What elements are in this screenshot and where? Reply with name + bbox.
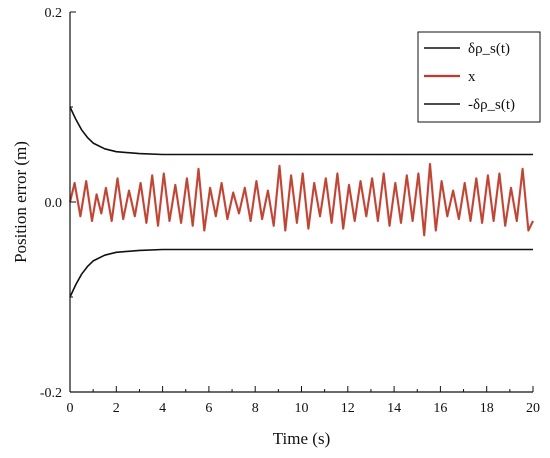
x-axis-title: Time (s) (273, 429, 330, 448)
x-tick-label-1: 2 (113, 401, 120, 416)
y-tick-label-1: 0.0 (45, 196, 63, 211)
x-tick-label-10: 20 (526, 401, 540, 416)
x-tick-label-6: 12 (341, 401, 355, 416)
x-tick-label-0: 0 (67, 401, 74, 416)
y-axis-title: Position error (m) (11, 141, 30, 263)
series-line-2 (69, 248, 533, 298)
legend-label-2: -δρ_s(t) (468, 97, 515, 113)
x-tick-label-5: 10 (295, 401, 309, 416)
series-line-1 (69, 163, 534, 236)
y-tick-label-2: 0.2 (45, 6, 63, 21)
x-tick-label-4: 8 (252, 401, 259, 416)
legend-label-1: x (468, 69, 476, 85)
x-tick-label-9: 18 (480, 401, 494, 416)
x-tick-label-2: 4 (159, 401, 166, 416)
series-line-0 (69, 106, 533, 156)
legend-label-0: δρ_s(t) (468, 41, 510, 57)
x-tick-label-3: 6 (205, 401, 212, 416)
x-tick-label-8: 16 (433, 401, 447, 416)
y-tick-label-0: -0.2 (40, 386, 62, 401)
plot-layer (68, 106, 534, 298)
legend: δρ_s(t)x -δρ_s(t) (417, 31, 541, 123)
series-line-1-halo (68, 162, 534, 237)
axis-layer: 0 2 4 6 8 10 12 14 16 18 20 -0.2 0.0 0.2 (40, 6, 540, 416)
x-tick-label-7: 14 (387, 401, 401, 416)
